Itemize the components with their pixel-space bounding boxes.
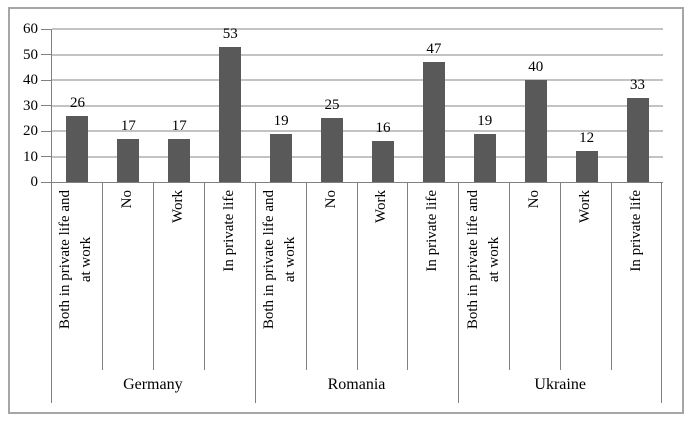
bar-value-label: 40 <box>528 59 544 75</box>
gridline <box>52 155 663 158</box>
y-axis-label: 20 <box>23 123 38 139</box>
category-label-text: No <box>322 190 339 209</box>
group-separator-line <box>661 183 662 403</box>
group-separator-line <box>254 183 256 403</box>
bar <box>117 138 140 182</box>
category-separator-line <box>101 183 103 370</box>
category-label: Both in private life and at work <box>51 183 102 370</box>
category-label: Work <box>153 183 204 370</box>
bar <box>422 62 445 182</box>
category-label: Both in private life and at work <box>458 183 509 370</box>
y-axis-tick <box>41 79 52 81</box>
bar-value-label: 53 <box>222 25 238 42</box>
gridline <box>52 53 663 56</box>
bar <box>575 151 598 182</box>
group-label: Romania <box>327 376 386 393</box>
bar <box>168 138 191 182</box>
gridline <box>52 130 663 132</box>
y-axis-label: 30 <box>23 97 38 114</box>
category-separator-line <box>407 183 409 370</box>
category-label: Work <box>560 183 611 370</box>
gridline <box>52 28 663 30</box>
bar <box>321 118 344 182</box>
bar <box>626 97 649 182</box>
category-separator-line <box>305 183 307 370</box>
category-label-text: No <box>526 190 543 209</box>
category-label-text: In private life <box>220 190 237 272</box>
category-label: In private life <box>204 183 255 370</box>
y-axis-label: 50 <box>23 46 38 63</box>
bar-value-label: 19 <box>477 112 493 129</box>
category-separator-line <box>356 183 358 370</box>
y-axis-tick <box>41 181 52 183</box>
group-separator-line <box>458 183 460 403</box>
plot-area: 26 17 17 53 19 25 16 47 19 40 12 33 <box>41 25 663 183</box>
category-label-text: Work <box>169 190 186 223</box>
y-axis-tick <box>41 156 52 157</box>
y-axis-tick <box>41 54 52 55</box>
category-label: No <box>306 183 357 370</box>
bar-value-label: 47 <box>426 41 442 58</box>
category-label-text: Both in private life and at work <box>464 190 502 330</box>
y-axis-tick <box>41 130 52 132</box>
category-separator-line <box>509 183 511 370</box>
category-label-text: Both in private life and at work <box>261 190 299 330</box>
group-label: Germany <box>123 376 183 393</box>
y-axis-tick <box>41 105 52 106</box>
category-label: In private life <box>611 183 662 370</box>
bar <box>270 133 293 182</box>
bar-value-label: 16 <box>375 120 391 137</box>
gridline <box>52 104 663 107</box>
y-axis-label: 10 <box>23 148 38 165</box>
x-axis-label-zone: Both in private life and at work No Work In… <box>51 183 663 403</box>
category-separator-line <box>152 183 154 370</box>
category-separator-line <box>203 183 205 370</box>
bar-value-label: 17 <box>171 117 187 134</box>
group-label: Ukraine <box>534 376 586 393</box>
y-axis-label: 60 <box>23 21 38 37</box>
category-label-text: Work <box>577 190 594 223</box>
category-label: No <box>509 183 560 370</box>
gridline <box>52 79 663 81</box>
category-label: Work <box>357 183 408 370</box>
category-separator-line <box>611 183 613 370</box>
category-label-text: In private life <box>424 190 441 272</box>
bar <box>66 115 89 182</box>
y-axis-labels: 0 10 20 30 40 50 60 <box>10 21 41 190</box>
category-label: No <box>102 183 153 370</box>
category-label-text: No <box>118 190 135 209</box>
group-separator-line <box>51 183 52 403</box>
y-axis-label: 0 <box>30 174 39 190</box>
bar-value-label: 19 <box>273 112 289 129</box>
bar <box>219 46 242 182</box>
category-label: Both in private life and at work <box>255 183 306 370</box>
y-axis-tick <box>41 28 52 30</box>
category-label: In private life <box>407 183 458 370</box>
category-separator-line <box>560 183 562 370</box>
bar-value-label: 33 <box>630 76 646 93</box>
bar-value-label: 26 <box>69 94 85 111</box>
category-label-text: Both in private life and at work <box>57 190 95 330</box>
category-label-text: Work <box>373 190 390 223</box>
y-axis-label: 40 <box>23 72 38 88</box>
bar <box>524 80 547 182</box>
chart-frame: 0 10 20 30 40 50 60 26 17 17 53 19 25 16 47 19 40 12 33 B… <box>8 7 684 414</box>
category-label-text: In private life <box>628 190 645 272</box>
bar <box>473 133 496 182</box>
bar-value-label: 12 <box>579 130 595 147</box>
bar-value-label: 17 <box>120 117 136 134</box>
bar <box>371 141 394 182</box>
bar-value-label: 25 <box>324 97 340 114</box>
